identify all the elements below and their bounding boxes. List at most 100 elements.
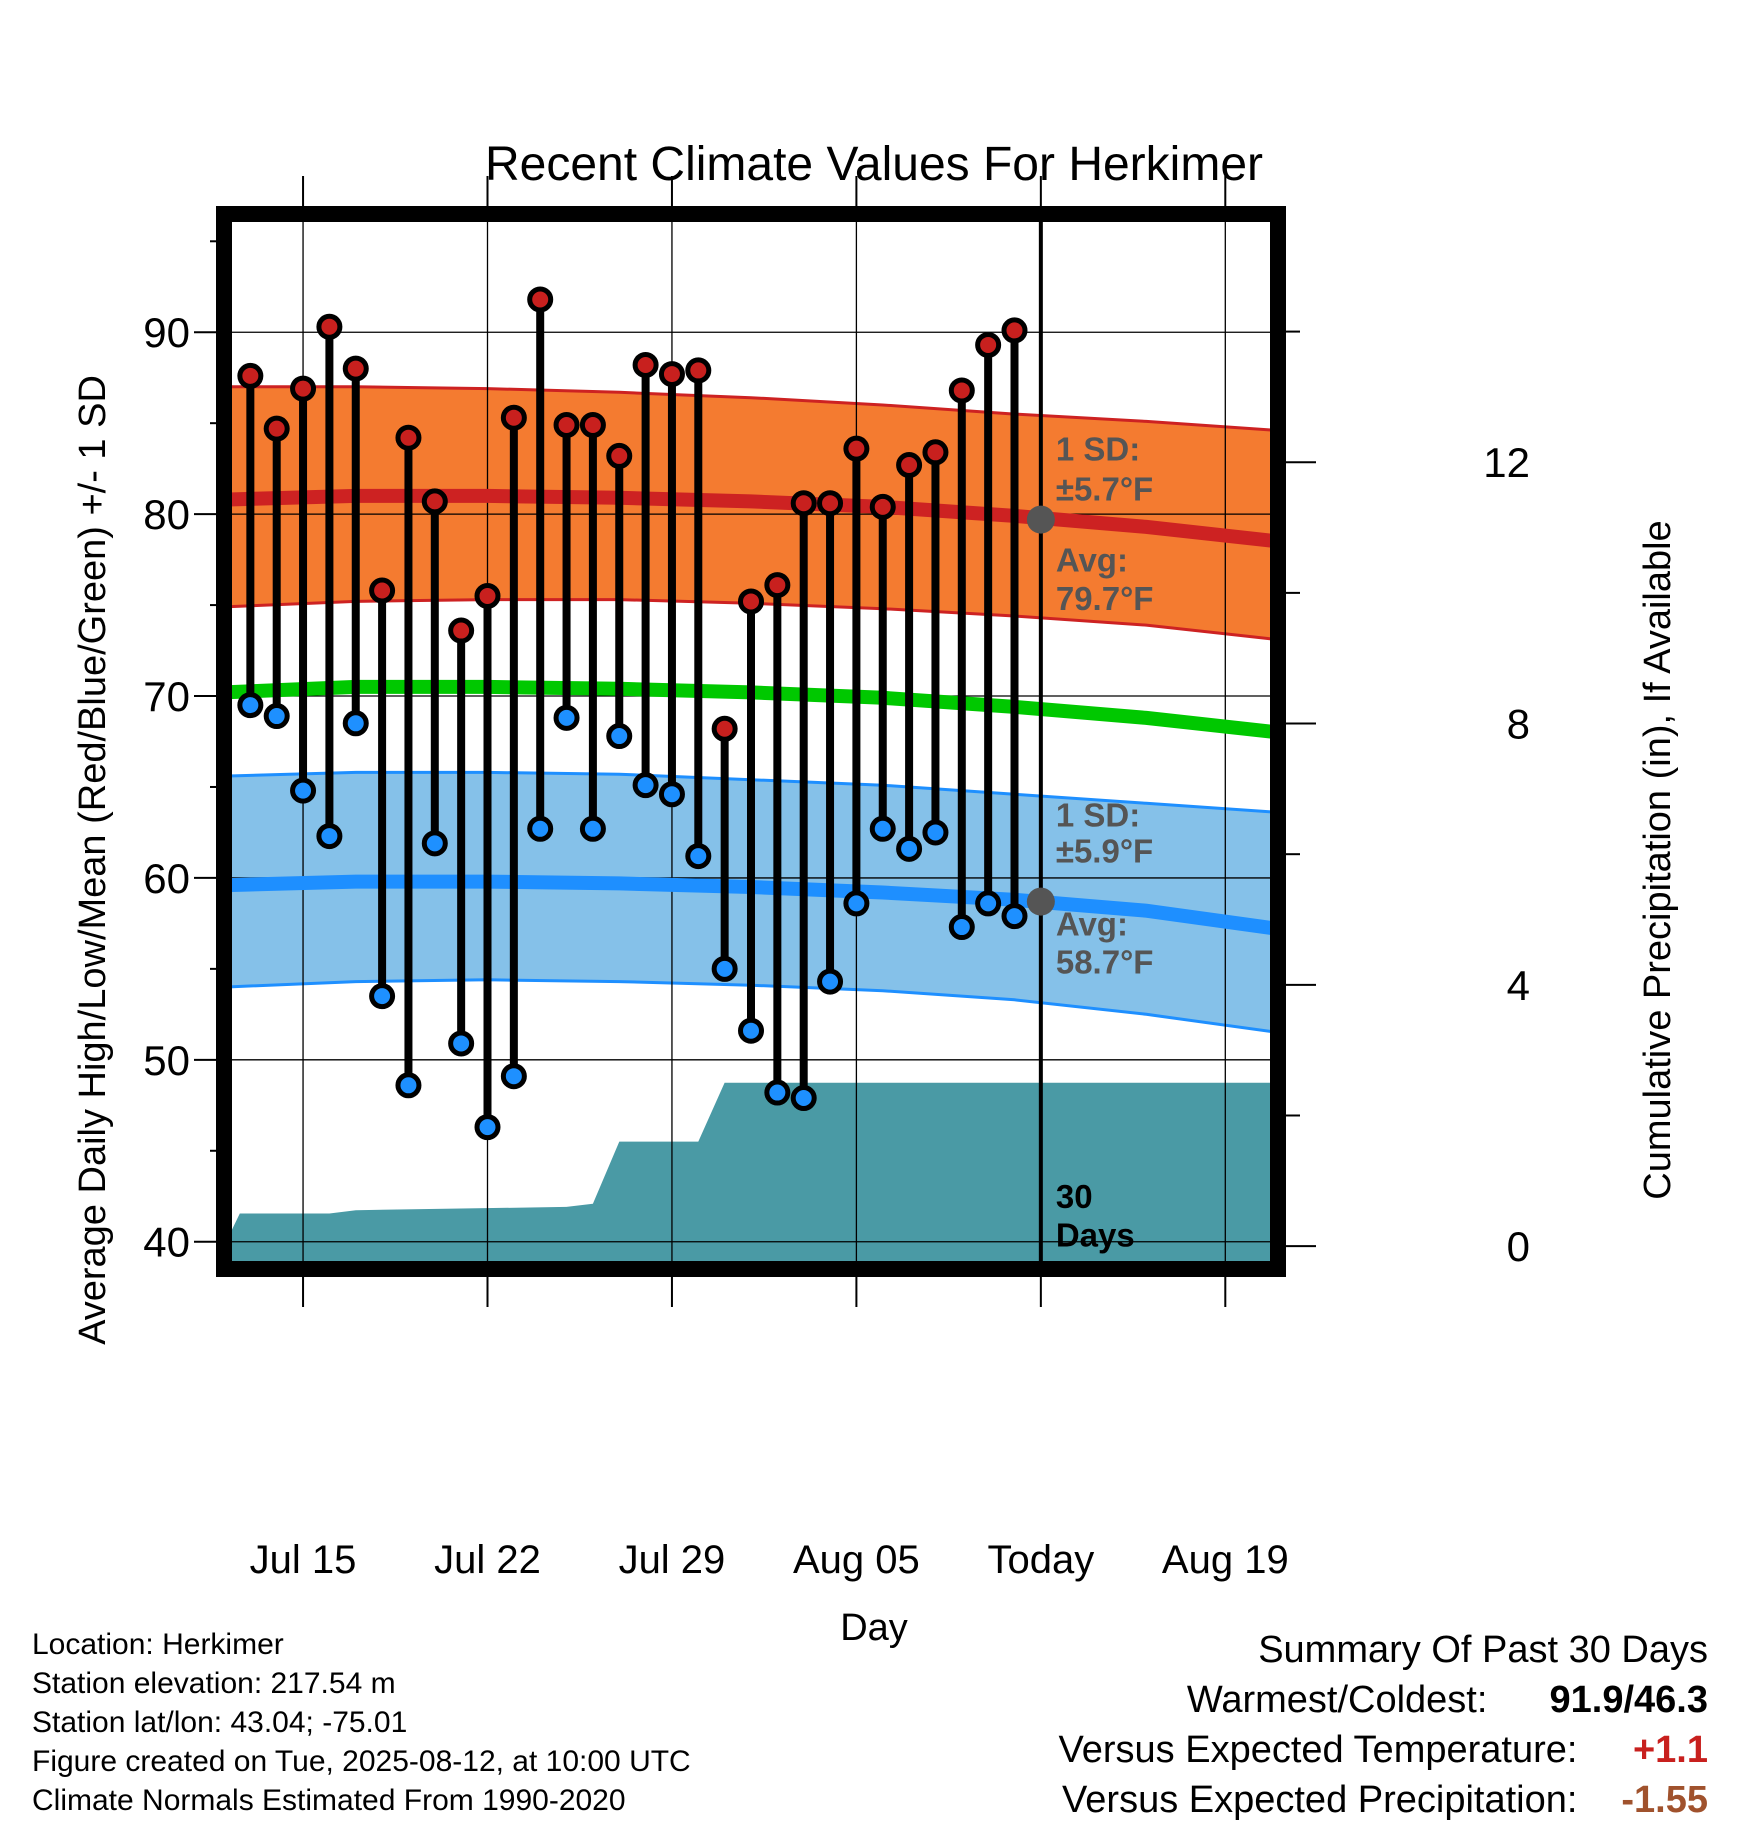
high-point xyxy=(237,362,264,389)
normals-text: Climate Normals Estimated From 1990-2020 xyxy=(32,1784,626,1817)
low-point xyxy=(527,815,554,842)
high-point xyxy=(922,439,949,466)
period-label-unit: Days xyxy=(1056,1216,1135,1253)
high-point xyxy=(632,351,659,378)
low-avg-label: Avg: xyxy=(1056,905,1128,942)
high-point xyxy=(290,375,317,402)
low-point xyxy=(922,819,949,846)
x-tick-label: Today xyxy=(987,1538,1094,1582)
high-sd-value: ±5.7°F xyxy=(1056,471,1153,508)
plot-content xyxy=(224,214,1278,1269)
low-point xyxy=(553,704,580,731)
low-point xyxy=(817,968,844,995)
high-point xyxy=(658,361,685,388)
temp-label: Versus Expected Temperature: xyxy=(1058,1729,1578,1771)
high-sd-label: 1 SD: xyxy=(1056,431,1140,468)
low-point xyxy=(975,890,1002,917)
temp-value: +1.1 xyxy=(1632,1729,1708,1771)
y-tick-label: 50 xyxy=(143,1037,190,1084)
high-point xyxy=(975,331,1002,358)
location-text: Location: Herkimer xyxy=(32,1628,284,1661)
high-point xyxy=(579,412,606,438)
precip-value: -1.55 xyxy=(1621,1779,1708,1821)
low-point xyxy=(316,823,343,850)
latlon-text: Station lat/lon: 43.04; -75.01 xyxy=(32,1706,408,1739)
high-point xyxy=(738,588,764,615)
elevation-text: Station elevation: 217.54 m xyxy=(32,1667,396,1700)
low-point xyxy=(606,723,633,750)
summary-title: Summary Of Past 30 Days xyxy=(1258,1629,1708,1671)
y2-tick-label: 4 xyxy=(1507,962,1530,1009)
high-upper-line xyxy=(224,385,1278,432)
low-point xyxy=(869,815,896,842)
high-point xyxy=(606,442,633,469)
x-tick-label: Jul 15 xyxy=(250,1538,357,1582)
high-avg-label: Avg: xyxy=(1056,542,1128,579)
y-tick-label: 80 xyxy=(143,491,190,538)
low-point xyxy=(790,1085,817,1112)
high-point xyxy=(527,286,554,313)
y-tick-label: 40 xyxy=(143,1219,190,1266)
plot-frame xyxy=(216,206,1286,1277)
high-point xyxy=(790,490,817,517)
high-point xyxy=(1001,317,1028,344)
low-avg-value: 58.7°F xyxy=(1056,944,1154,981)
high-point xyxy=(316,313,343,340)
summary-panel: Summary Of Past 30 Days Warmest/Coldest:… xyxy=(1059,1625,1708,1825)
y2-tick-label: 8 xyxy=(1507,701,1530,748)
low-point xyxy=(500,1063,527,1090)
high-point xyxy=(817,490,844,517)
y-tick-label: 70 xyxy=(143,673,190,720)
high-point xyxy=(474,582,501,609)
high-point xyxy=(685,357,712,384)
high-point xyxy=(869,493,896,520)
high-point xyxy=(896,452,923,479)
low-point xyxy=(237,692,264,719)
created-text: Figure created on Tue, 2025-08-12, at 10… xyxy=(32,1745,691,1778)
low-point xyxy=(632,772,659,799)
low-point xyxy=(474,1114,501,1141)
high-point xyxy=(711,715,738,742)
high-point xyxy=(421,488,448,515)
warm-cold-value: 91.9/46.3 xyxy=(1549,1679,1708,1721)
x-tick-label: Aug 19 xyxy=(1162,1538,1289,1582)
high-point xyxy=(948,377,975,404)
station-info: Location: Herkimer Station elevation: 21… xyxy=(32,1625,691,1820)
high-point xyxy=(342,355,369,382)
x-tick-label: Jul 29 xyxy=(619,1538,726,1582)
low-point xyxy=(843,890,870,917)
low-point xyxy=(764,1079,791,1106)
low-point xyxy=(658,781,685,808)
today-low-avg-dot xyxy=(1026,887,1055,916)
high-point xyxy=(448,617,475,644)
y-axis-label: Average Daily High/Low/Mean (Red/Blue/Gr… xyxy=(72,375,114,1345)
y2-axis-label: Cumulative Precipitation (in), If Availa… xyxy=(1637,520,1679,1199)
low-point xyxy=(1001,903,1028,930)
y2-tick-label: 12 xyxy=(1483,439,1530,486)
y-tick-label: 60 xyxy=(143,855,190,902)
high-point xyxy=(263,415,290,442)
precip-row: Versus Expected Precipitation: -1.55 xyxy=(1059,1775,1708,1825)
low-point xyxy=(342,710,369,737)
low-sd-label: 1 SD: xyxy=(1056,796,1140,833)
low-point xyxy=(579,815,606,842)
high-point xyxy=(843,435,870,462)
high-point xyxy=(553,412,580,438)
chart-title: Recent Climate Values For Herkimer xyxy=(485,138,1263,191)
y2-tick-label: 0 xyxy=(1507,1223,1530,1270)
low-point xyxy=(395,1072,422,1099)
high-mean-line xyxy=(224,488,1278,549)
y-tick-label: 90 xyxy=(143,309,190,356)
x-axis-label: Day xyxy=(840,1607,908,1649)
x-tick-label: Aug 05 xyxy=(793,1538,920,1582)
high-point xyxy=(395,424,422,451)
low-point xyxy=(421,830,448,857)
high-point xyxy=(369,577,396,604)
precip-label: Versus Expected Precipitation: xyxy=(1062,1779,1578,1821)
low-point xyxy=(685,843,712,870)
warm-cold-row: Warmest/Coldest: 91.9/46.3 xyxy=(1059,1675,1708,1725)
temp-row: Versus Expected Temperature: +1.1 xyxy=(1059,1725,1708,1775)
low-point xyxy=(896,835,923,862)
low-point xyxy=(448,1030,475,1057)
